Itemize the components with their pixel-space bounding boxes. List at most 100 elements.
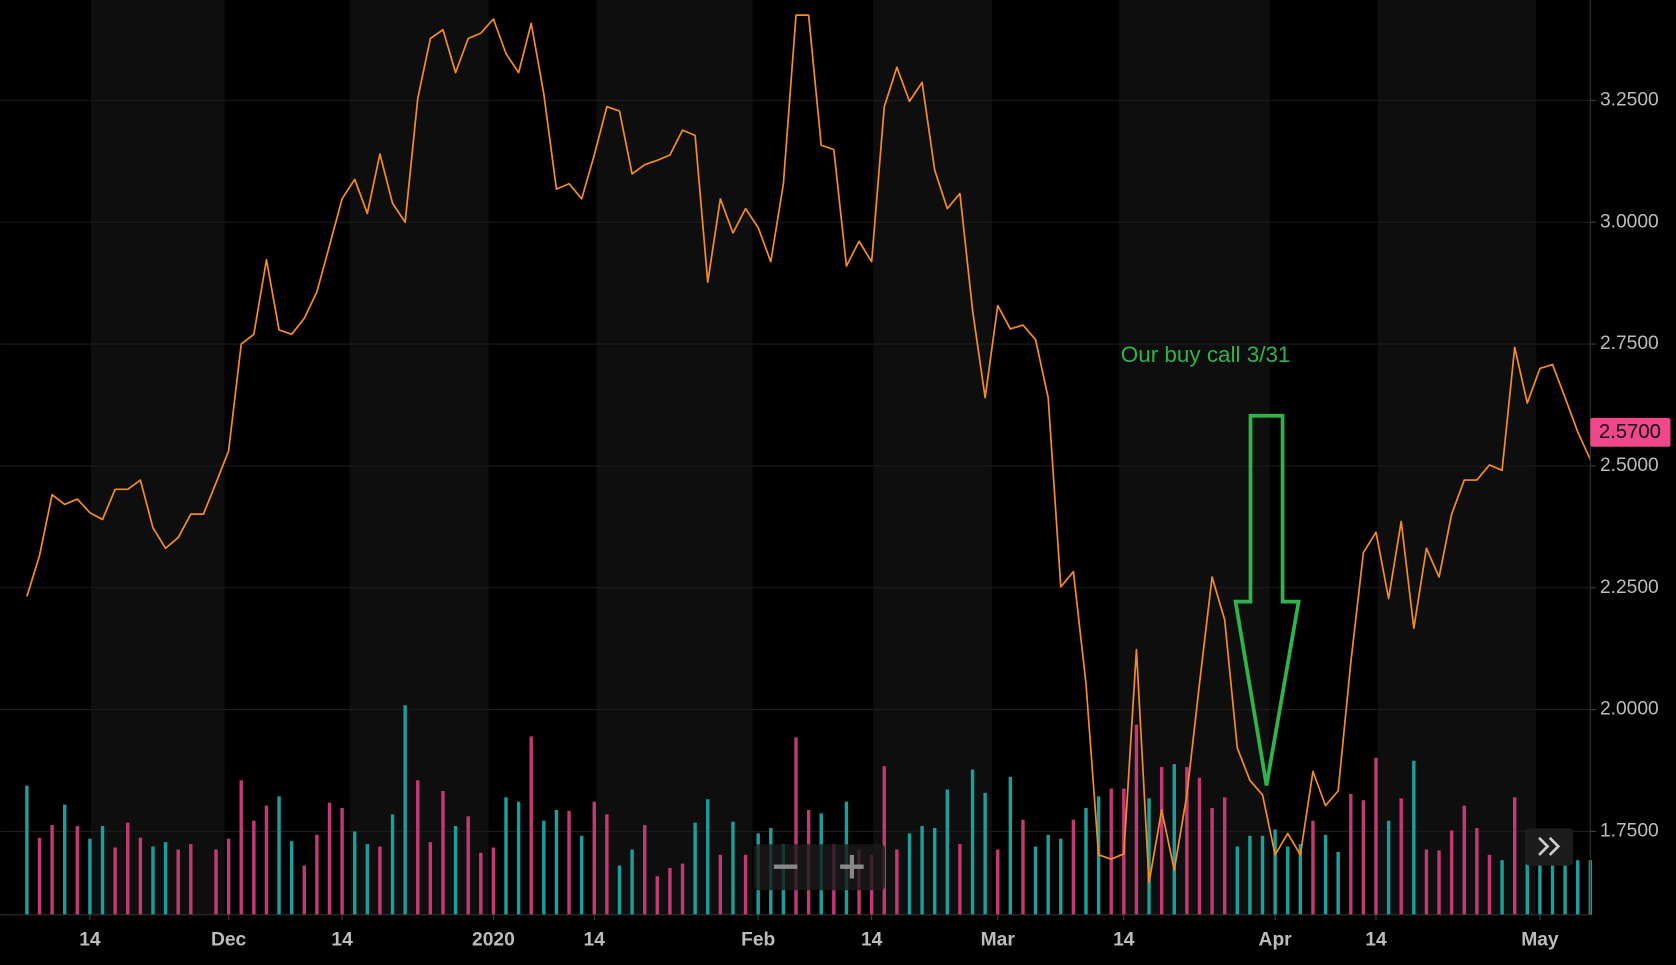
volume-bar bbox=[479, 852, 483, 915]
volume-bar bbox=[277, 796, 281, 915]
volume-bar bbox=[1147, 798, 1151, 915]
last-price-label: 2.5700 bbox=[1599, 421, 1661, 443]
volume-bar bbox=[1273, 829, 1277, 915]
volume-bar bbox=[1449, 830, 1454, 915]
volume-bar bbox=[416, 780, 420, 915]
volume-bar bbox=[1399, 798, 1403, 915]
volume-bar bbox=[1323, 834, 1328, 915]
x-tick-label: 14 bbox=[1113, 929, 1135, 950]
volume-bar bbox=[378, 846, 382, 915]
volume-bar bbox=[1235, 846, 1240, 915]
volume-bar bbox=[1550, 863, 1555, 915]
volume-bar bbox=[100, 826, 105, 915]
volume-bar bbox=[680, 863, 685, 915]
zoom-panel bbox=[753, 844, 886, 891]
volume-bar bbox=[958, 844, 962, 915]
volume-bar bbox=[1563, 863, 1567, 915]
volume-bar bbox=[1424, 849, 1429, 915]
volume-bar bbox=[1260, 835, 1265, 915]
volume-bar bbox=[1134, 724, 1139, 915]
volume-bar bbox=[50, 825, 54, 915]
volume-bar bbox=[1222, 797, 1227, 915]
zoom-control[interactable] bbox=[753, 844, 886, 891]
volume-bar bbox=[983, 792, 987, 915]
volume-bar bbox=[642, 825, 647, 915]
scroll-right-button[interactable] bbox=[1525, 828, 1574, 866]
volume-bar bbox=[655, 876, 660, 915]
chevron bbox=[1548, 836, 1561, 856]
x-tick-label: Dec bbox=[211, 929, 247, 950]
volume-bar bbox=[1311, 820, 1315, 915]
volume-bar bbox=[1386, 820, 1391, 915]
y-tick-label: 1.7500 bbox=[1600, 821, 1659, 842]
volume-bar bbox=[529, 736, 533, 915]
volume-bar bbox=[315, 834, 319, 915]
volume-bar bbox=[1525, 863, 1530, 915]
volume-bar bbox=[1071, 819, 1076, 915]
volume-bar bbox=[970, 769, 975, 915]
volume-bar bbox=[1286, 846, 1290, 915]
volume-bar bbox=[718, 854, 723, 915]
volume-bar bbox=[75, 826, 80, 915]
volume-bar bbox=[592, 801, 596, 915]
volume-bar bbox=[113, 847, 117, 915]
volume-bar bbox=[617, 865, 622, 915]
volume-bar bbox=[1210, 808, 1214, 915]
x-tick-label: 14 bbox=[331, 929, 353, 950]
volume-bar bbox=[731, 821, 735, 915]
volume-bar bbox=[1462, 805, 1466, 915]
volume-bar bbox=[126, 822, 130, 915]
volume-bar bbox=[466, 816, 470, 915]
x-tick-label: 14 bbox=[861, 929, 883, 950]
last-price-tag bbox=[1590, 417, 1671, 447]
band bbox=[1119, 0, 1270, 915]
band bbox=[91, 0, 225, 915]
volume-bar bbox=[1475, 828, 1479, 915]
volume-bar bbox=[37, 837, 42, 915]
y-tick-label: 2.2500 bbox=[1600, 577, 1659, 598]
volume-bar bbox=[226, 838, 231, 915]
volume-bar bbox=[151, 846, 155, 915]
volume-bar bbox=[567, 810, 571, 915]
labels: 1.7500 2.0000 2.2500 2.5000 2.7500 3.0000 3.25… bbox=[79, 89, 1671, 950]
volume-bar bbox=[1487, 854, 1492, 915]
volume-bar bbox=[1374, 757, 1378, 915]
volume-bar bbox=[605, 814, 609, 915]
volume-bars bbox=[25, 705, 1593, 915]
volume-bar bbox=[163, 842, 168, 915]
volume-bar bbox=[302, 865, 306, 915]
volume-bar bbox=[882, 766, 886, 915]
volume-bar bbox=[706, 799, 710, 915]
volume-bar bbox=[1185, 767, 1189, 915]
volume-bar bbox=[1021, 819, 1025, 915]
volume-bar bbox=[214, 849, 218, 915]
button[interactable] bbox=[1525, 828, 1574, 866]
volume-bar bbox=[920, 826, 924, 915]
y-tick-label: 2.7500 bbox=[1600, 333, 1659, 354]
volume-bar bbox=[1008, 776, 1013, 915]
band bbox=[349, 0, 489, 915]
volume-bar bbox=[428, 842, 433, 915]
x-tick-label: May bbox=[1521, 929, 1559, 950]
volume-bar bbox=[289, 841, 294, 915]
volume-bar bbox=[932, 828, 937, 915]
price-line bbox=[26, 14, 1592, 884]
volume-bar bbox=[340, 808, 344, 915]
volume-bar bbox=[1033, 846, 1038, 915]
volume-bar bbox=[1361, 800, 1366, 915]
volume-bar bbox=[264, 805, 269, 915]
volume-bar bbox=[88, 838, 92, 915]
volume-bar bbox=[668, 867, 672, 915]
volume-bar bbox=[252, 820, 256, 915]
volume-bar bbox=[1046, 834, 1050, 915]
volume-bar bbox=[1412, 760, 1416, 915]
volume-bar bbox=[1109, 788, 1113, 915]
x-tick-label: 14 bbox=[584, 929, 606, 950]
y-tick-label: 3.0000 bbox=[1600, 211, 1659, 232]
volume-bar bbox=[1159, 767, 1164, 915]
x-tick-label: 2020 bbox=[472, 929, 515, 950]
x-tick-label: 14 bbox=[79, 929, 101, 950]
volume-bar bbox=[1084, 808, 1088, 915]
volume-bar bbox=[630, 849, 634, 915]
